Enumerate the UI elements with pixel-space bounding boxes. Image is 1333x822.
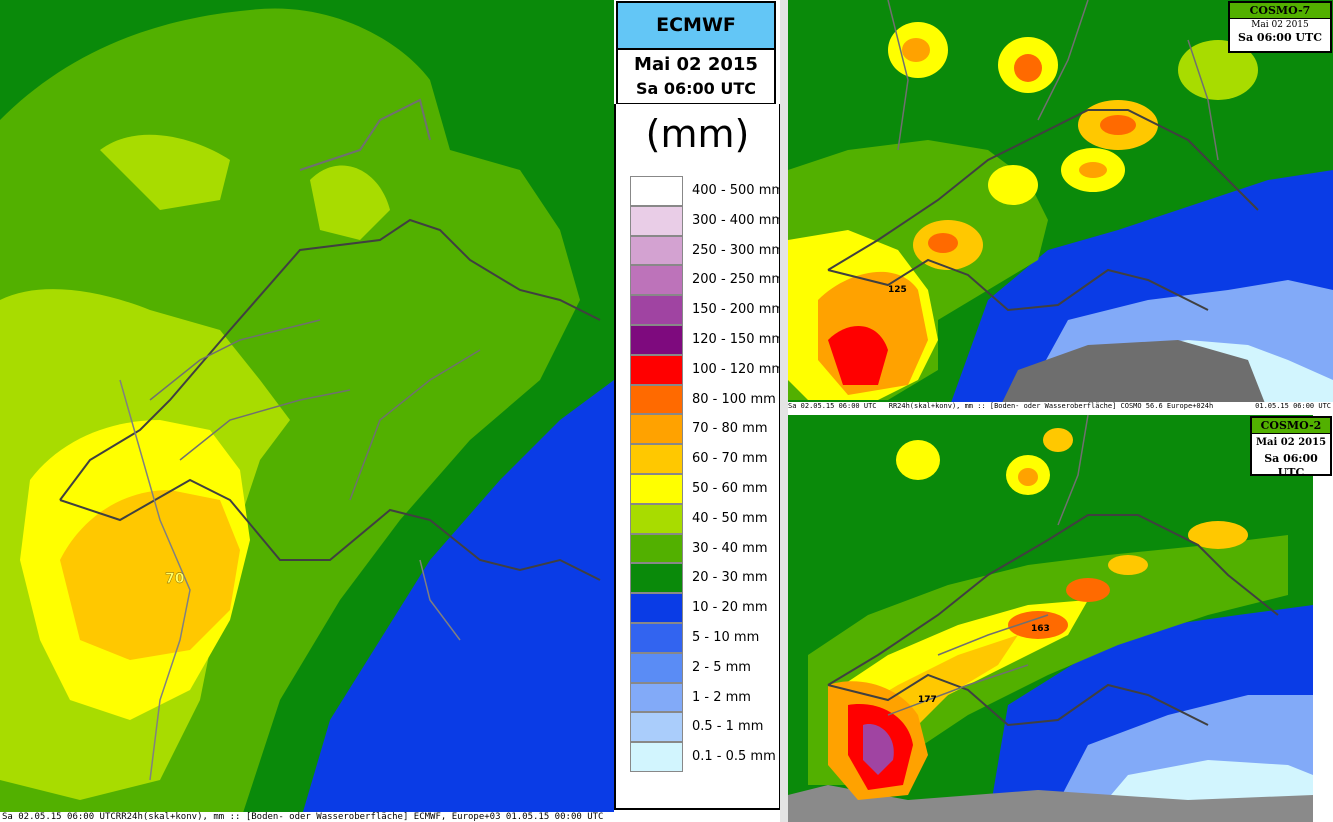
legend-swatch (630, 176, 683, 206)
legend-label: 40 - 50 mm (692, 510, 768, 526)
legend-label: 400 - 500 mm (692, 183, 785, 198)
cosmo7-footer-right: 01.05.15 06:00 UTC (1255, 402, 1331, 410)
cosmo7-precip-field (788, 0, 1333, 411)
legend-swatch (630, 354, 683, 385)
legend-label: 10 - 20 mm (692, 600, 768, 616)
legend-label: 80 - 100 mm (692, 391, 776, 407)
legend-swatch (630, 384, 683, 415)
legend-swatch (630, 444, 683, 474)
legend-swatch (630, 742, 683, 772)
ecmwf-time: Sa 06:00 UTC (635, 79, 757, 98)
ecmwf-map: 70 (0, 0, 614, 822)
legend-label: 5 - 10 mm (692, 629, 760, 645)
legend-swatch (630, 295, 683, 325)
cosmo2-time: Sa 06:00 UTC (1264, 452, 1318, 479)
legend-label: 0.5 - 1 mm (692, 719, 764, 735)
legend-swatch (630, 324, 683, 355)
cosmo2-title: COSMO-2 (1252, 418, 1330, 434)
legend-label: 70 - 80 mm (692, 421, 768, 437)
legend-swatch (630, 533, 683, 564)
legend-unit: (mm) (645, 112, 750, 156)
legend-label: 20 - 30 mm (692, 570, 768, 586)
legend-label: 2 - 5 mm (692, 659, 751, 675)
panel-divider (780, 0, 788, 822)
ecmwf-max-label: 70 (165, 571, 185, 587)
cosmo7-footer-left: Sa 02.05.15 06:00 UTC (788, 402, 877, 410)
cosmo7-info-box: COSMO-7 Mai 02 2015 Sa 06:00 UTC (1228, 1, 1332, 53)
legend-swatch (630, 235, 683, 266)
legend-swatch (630, 712, 683, 743)
legend-swatch (630, 652, 683, 683)
ecmwf-footer: Sa 02.05.15 06:00 UTCRR24h(skal+konv), m… (0, 812, 778, 822)
legend-label: 200 - 250 mm (692, 272, 785, 288)
legend-swatch (630, 205, 683, 236)
ecmwf-info-box: ECMWF Mai 02 2015 Sa 06:00 UTC (616, 1, 776, 105)
legend-label: 1 - 2 mm (692, 689, 751, 705)
legend-label: 250 - 300 mm (692, 242, 785, 258)
legend-panel: ECMWF Mai 02 2015 Sa 06:00 UTC (mm) 400 … (614, 0, 785, 812)
cosmo2-label-a: 163 (1031, 624, 1050, 634)
legend-label: 150 - 200 mm (692, 302, 785, 318)
legend-swatch (630, 473, 683, 504)
legend-label: 60 - 70 mm (692, 451, 768, 467)
cosmo2-date: Mai 02 2015 (1255, 437, 1327, 448)
cosmo7-footer-mid: RR24h(skal+konv), mm :: [Boden- oder Was… (888, 402, 1214, 410)
cosmo2-precip-field (788, 415, 1333, 822)
legend-swatch (630, 265, 683, 296)
cosmo2-label-b: 177 (918, 695, 937, 705)
cosmo7-date: Mai 02 2015 (1251, 20, 1309, 30)
ecmwf-title: ECMWF (618, 3, 774, 50)
legend-label: 30 - 40 mm (692, 540, 768, 556)
cosmo7-footer: Sa 02.05.15 06:00 UTC RR24h(skal+konv), … (788, 402, 1333, 411)
cosmo2-map: 163 177 COSMO-2 Mai 02 2015 Sa 06:00 UTC (788, 415, 1333, 822)
legend-swatch (630, 563, 683, 594)
cosmo7-max-label: 125 (888, 285, 907, 295)
legend-swatch (630, 503, 683, 534)
legend-swatch (630, 593, 683, 623)
legend-label: 0.1 - 0.5 mm (692, 749, 776, 765)
cosmo7-map: 125 COSMO-7 Mai 02 2015 Sa 06:00 UTC Sa … (788, 0, 1333, 411)
legend-swatch (630, 622, 683, 653)
legend-swatch (630, 414, 683, 445)
ecmwf-precip-field (0, 0, 614, 822)
legend-label: 100 - 120 mm (692, 361, 785, 377)
legend-label: 120 - 150 mm (692, 331, 785, 347)
cosmo7-title: COSMO-7 (1230, 3, 1330, 19)
legend-label: 50 - 60 mm (692, 480, 768, 496)
legend-label: 300 - 400 mm (692, 212, 785, 228)
cosmo2-info-box: COSMO-2 Mai 02 2015 Sa 06:00 UTC (1250, 416, 1332, 479)
legend-swatch (630, 682, 683, 713)
legend: (mm) 400 - 500 mm 300 - 400 mm 250 - 300 m… (614, 104, 785, 810)
ecmwf-date: Mai 02 2015 (634, 54, 758, 75)
cosmo7-time: Sa 06:00 UTC (1238, 31, 1322, 44)
